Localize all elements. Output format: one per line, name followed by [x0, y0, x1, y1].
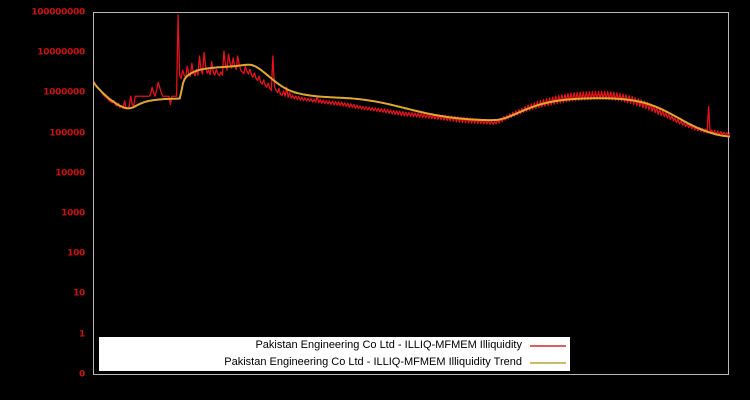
- chart-legend: Pakistan Engineering Co Ltd - ILLIQ-MFME…: [99, 337, 570, 371]
- y-tick-label-100000: 100000: [49, 128, 85, 139]
- y-tick-label-1000000: 1000000: [43, 87, 85, 98]
- legend-label-illiquidity: Pakistan Engineering Co Ltd - ILLIQ-MFME…: [255, 339, 522, 351]
- y-axis: 100000000 10000000 1000000 100000 10000 1000 1…: [0, 0, 93, 400]
- y-tick-label-1000: 1000: [61, 208, 85, 219]
- series-canvas: [94, 14, 730, 138]
- y-tick-label-1: 1: [79, 329, 85, 340]
- legend-swatch-illiquidity-trend: [530, 357, 566, 368]
- y-tick-label-10000000: 10000000: [37, 47, 85, 58]
- legend-swatch-illiquidity: [530, 340, 566, 351]
- y-tick-label-10000: 10000: [55, 168, 85, 179]
- plot-area: [93, 12, 730, 375]
- y-tick-label-100: 100: [67, 248, 85, 259]
- y-tick-label-10: 10: [73, 288, 85, 299]
- legend-label-illiquidity-trend: Pakistan Engineering Co Ltd - ILLIQ-MFME…: [224, 356, 522, 368]
- legend-entry-illiquidity: Pakistan Engineering Co Ltd - ILLIQ-MFME…: [99, 337, 570, 354]
- y-tick-label-0: 0: [79, 369, 85, 380]
- legend-entry-illiquidity-trend: Pakistan Engineering Co Ltd - ILLIQ-MFME…: [99, 354, 570, 371]
- series-line-illiquidity-trend: [94, 63, 730, 138]
- y-tick-label-100000000: 100000000: [31, 7, 85, 18]
